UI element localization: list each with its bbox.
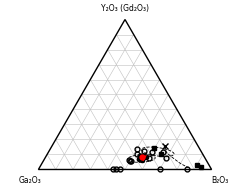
Text: Ga₂O₃: Ga₂O₃ xyxy=(18,176,41,185)
Text: B₂O₃: B₂O₃ xyxy=(212,176,229,185)
Text: Y₂O₃ (Gd₂O₃): Y₂O₃ (Gd₂O₃) xyxy=(101,4,149,13)
